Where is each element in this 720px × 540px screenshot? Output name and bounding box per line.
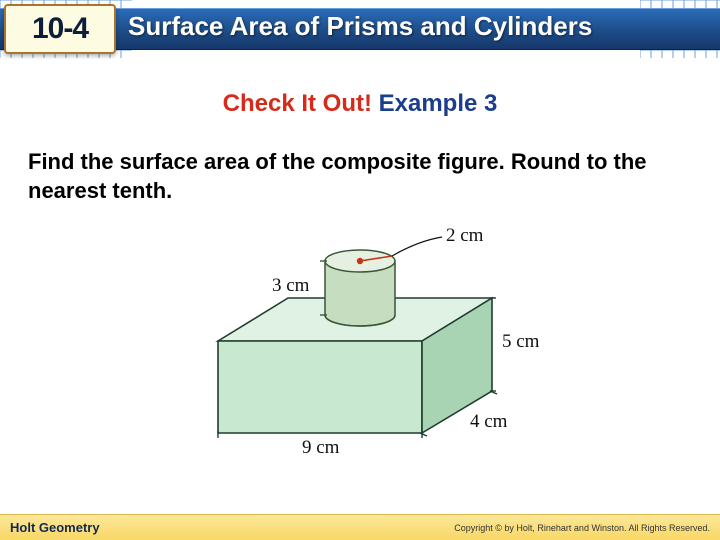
label-prism-depth: 4 cm <box>470 411 507 433</box>
footer-brand: Holt Geometry <box>10 520 100 535</box>
composite-figure: 2 cm 3 cm 5 cm 4 cm 9 cm <box>170 223 550 503</box>
label-cylinder-height: 3 cm <box>272 275 309 297</box>
example-number: Example 3 <box>379 90 498 117</box>
lesson-title: Surface Area of Prisms and Cylinders <box>128 11 592 42</box>
lesson-number-badge: 10-4 <box>4 4 116 54</box>
footer-bar: Holt Geometry Copyright © by Holt, Rineh… <box>0 514 720 540</box>
header-bar: 10-4 Surface Area of Prisms and Cylinder… <box>0 0 720 58</box>
footer-copyright: Copyright © by Holt, Rinehart and Winsto… <box>454 523 710 533</box>
example-subtitle: Check It Out! Example 3 <box>0 90 720 118</box>
check-it-out-label: Check It Out! <box>223 90 372 117</box>
label-prism-height: 5 cm <box>502 331 539 353</box>
label-prism-width: 9 cm <box>302 437 339 459</box>
label-radius: 2 cm <box>446 225 483 247</box>
figure-svg <box>170 223 550 503</box>
problem-instruction: Find the surface area of the composite f… <box>28 148 692 205</box>
